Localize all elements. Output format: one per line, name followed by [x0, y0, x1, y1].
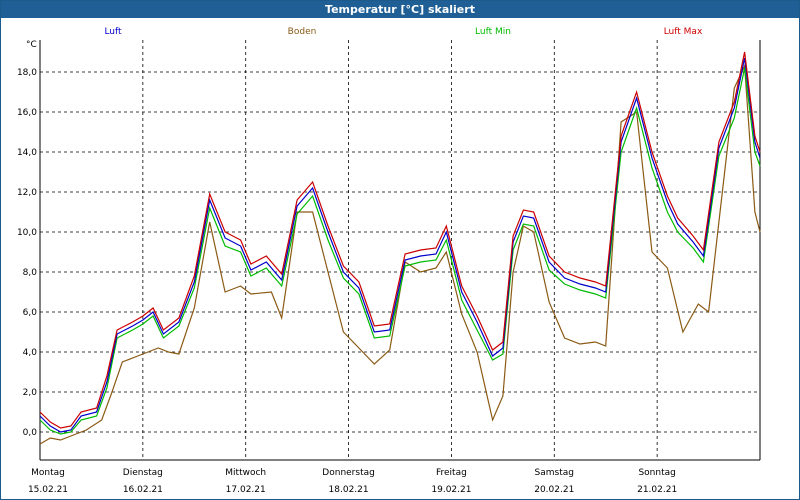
legend-item: Luft Max: [664, 27, 703, 37]
y-axis-unit: °C: [26, 40, 37, 50]
x-tick-label-day: Freitag: [436, 468, 467, 478]
legend-item: Boden: [288, 27, 317, 37]
x-tick-label-date: 17.02.21: [226, 485, 266, 495]
y-tick-label: 10,0: [17, 228, 37, 238]
y-tick-labels: 0,0 2,0 4,0 6,0 8,0 10,0 12,0 14,0 16,0 18,0: [17, 68, 37, 438]
x-tick-label-date: 16.02.21: [123, 485, 163, 495]
series-line: [39, 63, 761, 445]
x-tick-label-day: Montag: [31, 468, 65, 478]
legend: Luft Boden Luft Min Luft Max: [104, 27, 703, 37]
y-tick-label: 14,0: [17, 148, 37, 158]
y-tick-label: 2,0: [23, 388, 38, 398]
x-tick-label-day: Donnerstag: [322, 468, 375, 478]
series-lines: [39, 51, 761, 445]
y-tick-label: 18,0: [17, 68, 37, 78]
x-tick-labels: Montag 15.02.21 Dienstag 16.02.21 Mittwoch 17…: [28, 468, 677, 495]
series-line: [39, 57, 761, 433]
legend-item: Luft: [104, 27, 122, 37]
x-tick-label-date: 19.02.21: [431, 485, 471, 495]
y-tick-label: 0,0: [23, 428, 38, 438]
series-line: [39, 51, 761, 429]
y-tick-label: 6,0: [23, 308, 38, 318]
y-tick-label: 16,0: [17, 108, 37, 118]
x-tick-label-date: 21.02.21: [637, 485, 677, 495]
x-tick-label-day: Sonntag: [638, 468, 675, 478]
legend-item: Luft Min: [475, 27, 511, 37]
chart-title: Temperatur [°C] skaliert: [325, 3, 475, 16]
x-tick-label-day: Mittwoch: [225, 468, 266, 478]
title-bar: Temperatur [°C] skaliert: [1, 1, 799, 18]
x-tick-label-date: 15.02.21: [28, 485, 68, 495]
y-tick-label: 4,0: [23, 348, 38, 358]
series-line: [39, 67, 761, 435]
axes: [39, 40, 761, 461]
y-tick-label: 12,0: [17, 188, 37, 198]
x-tick-label-date: 18.02.21: [329, 485, 369, 495]
y-tick-label: 8,0: [23, 268, 38, 278]
x-tick-label-day: Dienstag: [123, 468, 163, 478]
x-tick-label-day: Samstag: [535, 468, 574, 478]
x-tick-label-date: 20.02.21: [534, 485, 574, 495]
